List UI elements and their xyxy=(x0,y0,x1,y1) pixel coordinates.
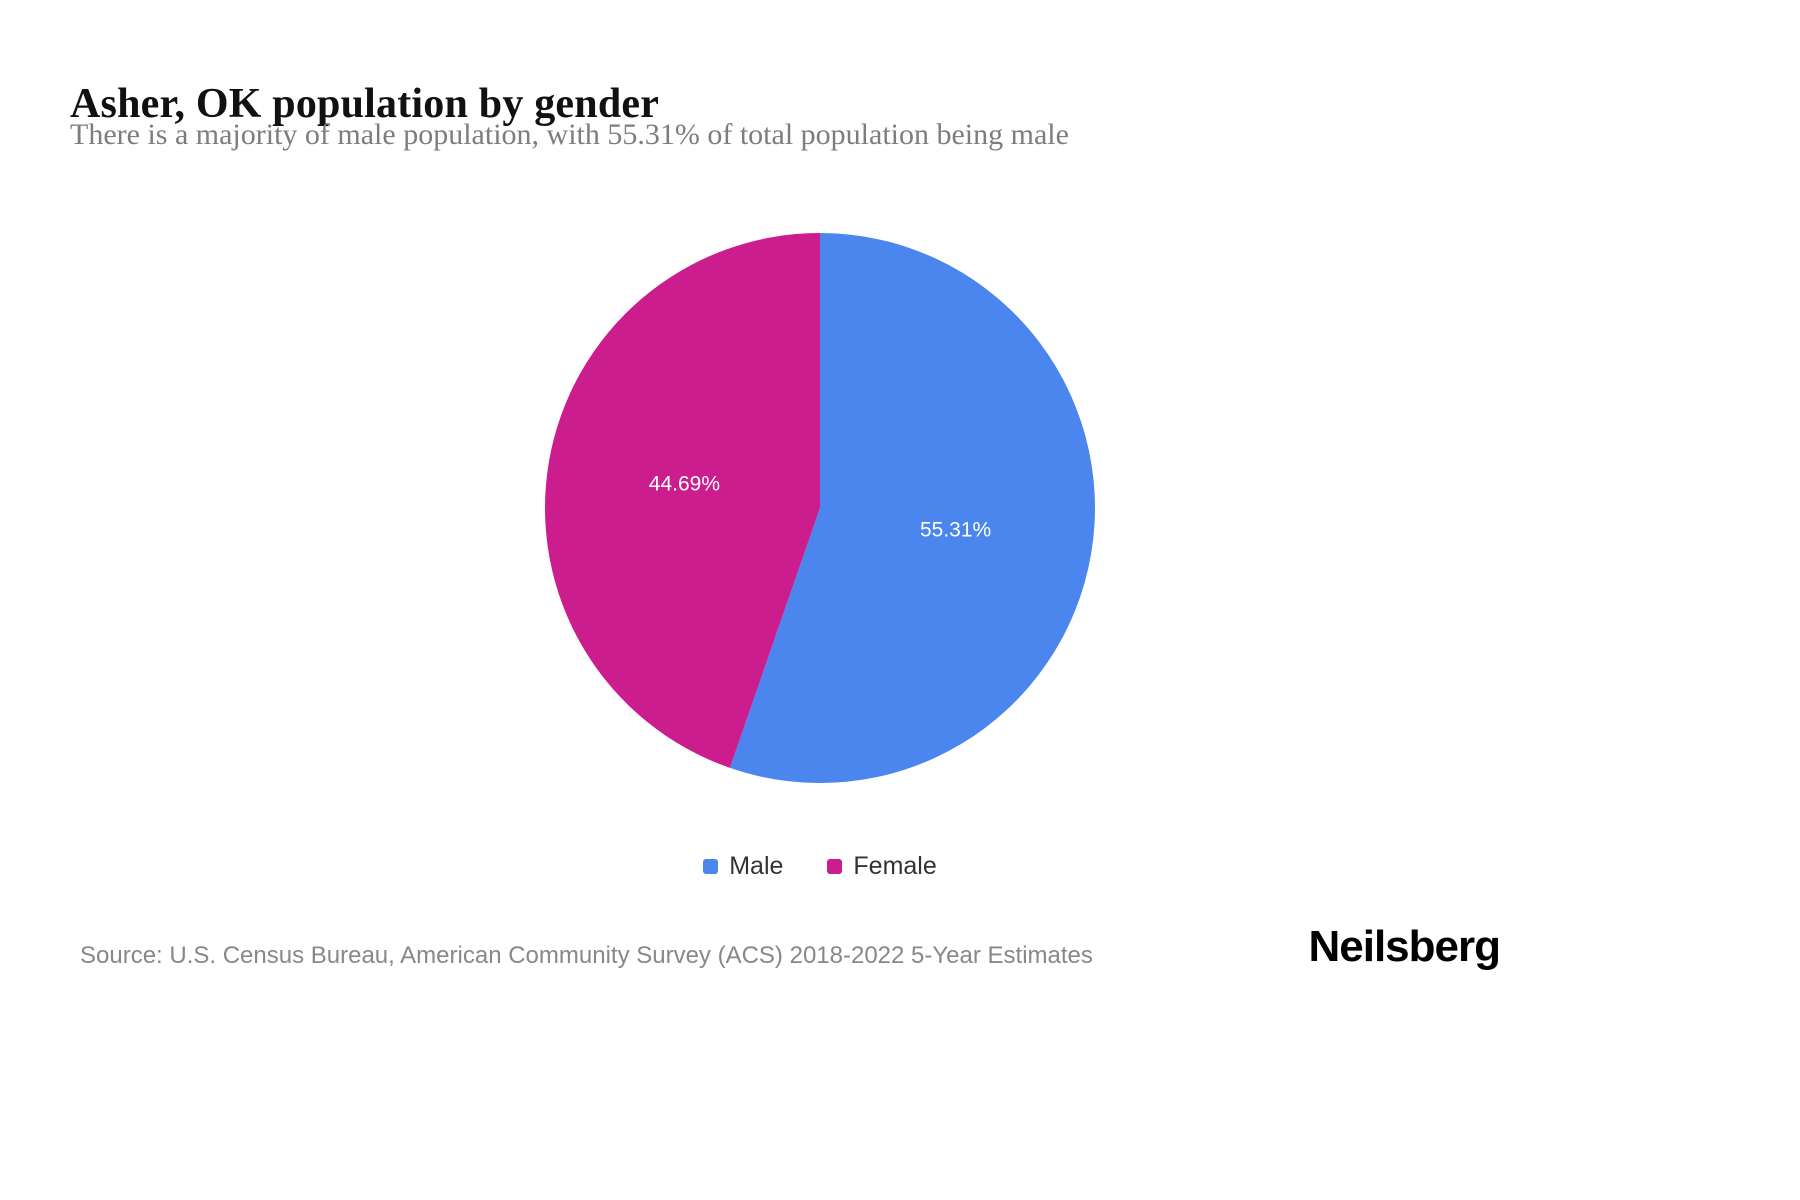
pie-slice-label-female: 44.69% xyxy=(649,473,720,496)
legend-swatch-male xyxy=(703,859,719,874)
pie-slice-female[interactable] xyxy=(544,232,820,768)
pie-slice-male[interactable] xyxy=(729,233,1095,784)
legend-item-female[interactable]: Female xyxy=(827,852,937,881)
pie-chart-svg: 55.31% 44.69% xyxy=(544,232,1095,784)
legend-label-female: Female xyxy=(853,852,937,880)
legend-item-male[interactable]: Male xyxy=(703,852,783,881)
pie-chart: 55.31% 44.69% xyxy=(520,208,1120,808)
legend-label-male: Male xyxy=(729,852,784,880)
page-subtitle: There is a majority of male population, … xyxy=(70,118,1069,151)
legend-swatch-female xyxy=(827,859,843,874)
chart-legend: Male Female xyxy=(520,852,1120,881)
page-title: Asher, OK population by gender xyxy=(70,81,660,128)
brand-logo: Neilsberg xyxy=(1308,922,1501,971)
source-note: Source: U.S. Census Bureau, American Com… xyxy=(80,942,1093,969)
pie-slice-label-male: 55.31% xyxy=(920,518,991,541)
